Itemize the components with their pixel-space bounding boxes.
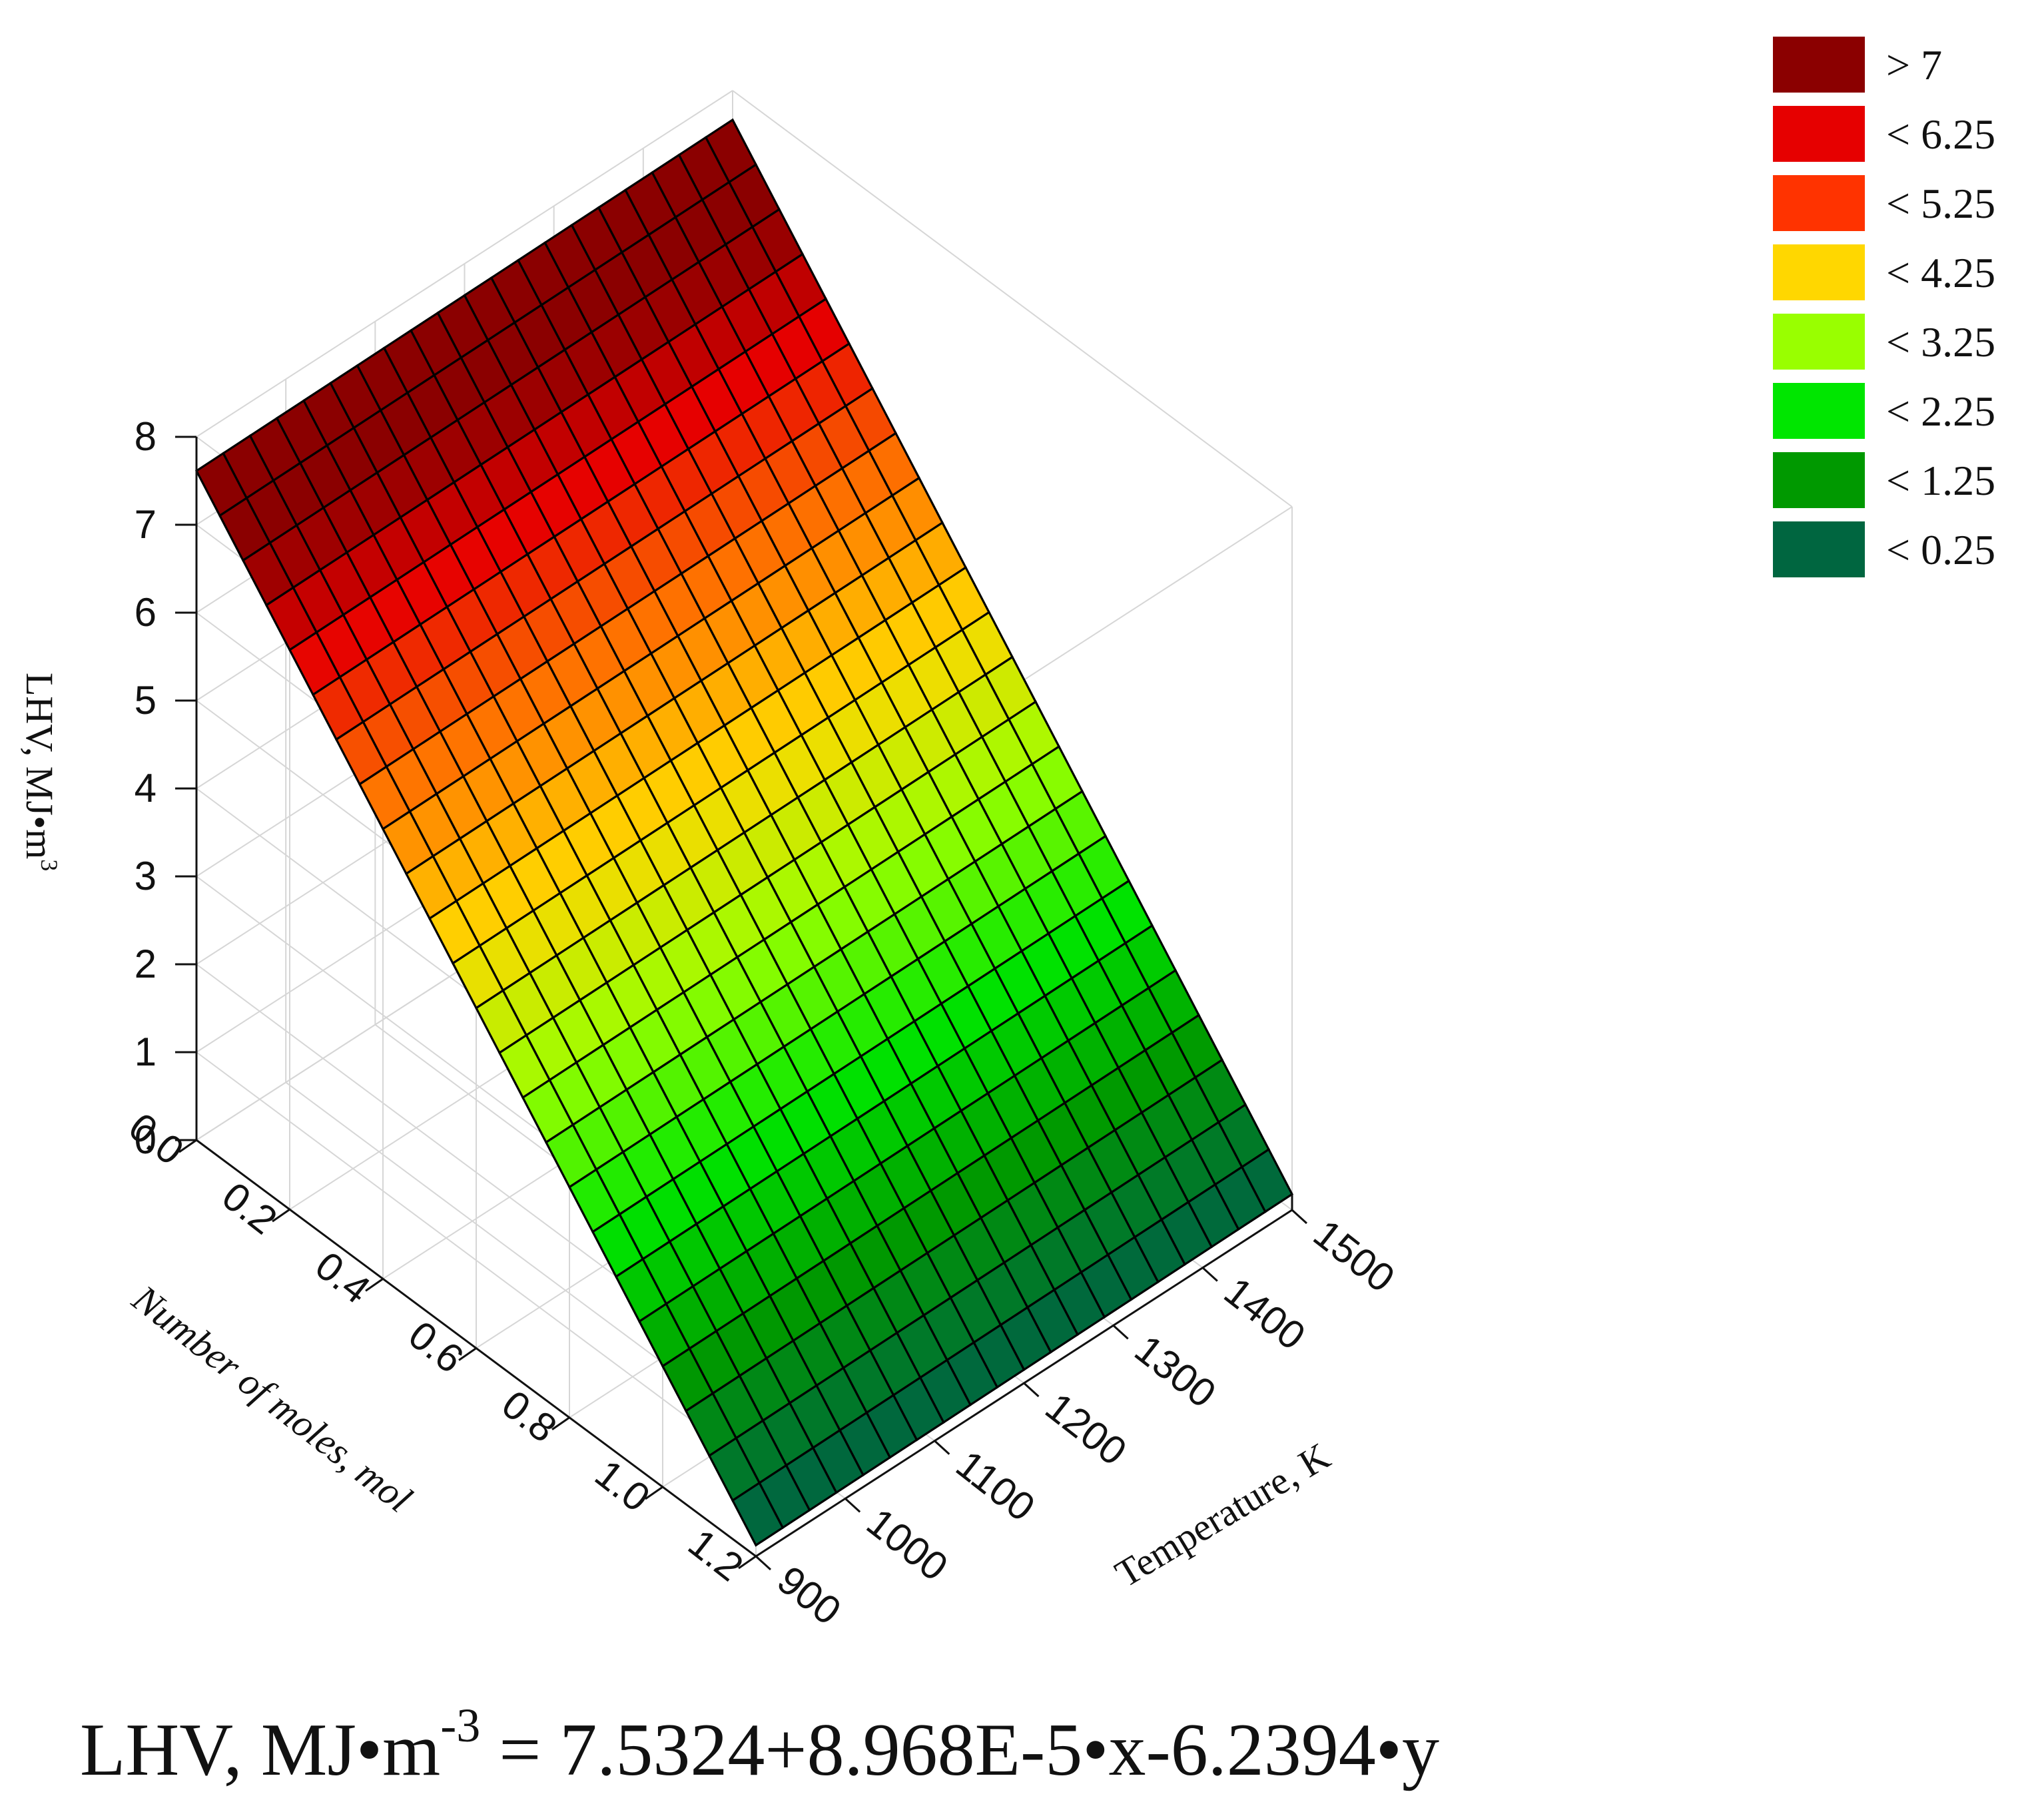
y-tick-label: 1.2 [680,1520,751,1590]
x-tick-label: 1000 [858,1500,956,1590]
x-tick-label: 1100 [948,1442,1043,1530]
x-tick-label: 1200 [1037,1384,1134,1474]
z-axis-title-superscript: 3 [36,859,63,871]
legend-label: < 5.25 [1886,180,1995,227]
x-tick-label: 1400 [1216,1269,1313,1359]
equation-superscript: -3 [440,1699,480,1752]
legend-label: < 4.25 [1886,249,1995,296]
y-tick-mark [178,1139,197,1153]
z-tick-label: 1 [135,1030,157,1074]
z-tick-label: 7 [135,502,157,547]
equation: LHV, MJ•m-3 = 7.5324+8.968E-5•x-6.2394•y [80,1699,1439,1791]
legend-swatch [1773,383,1865,439]
x-tick-mark [755,1555,772,1571]
z-tick-label: 5 [135,678,157,723]
legend-swatch [1773,37,1865,93]
y-tick-mark [738,1555,757,1570]
y-tick-mark [272,1208,290,1223]
x-tick-mark [934,1440,950,1455]
x-tick-label: 900 [769,1557,849,1633]
x-tick-mark [1201,1267,1218,1282]
y-tick-label: 0.0 [121,1104,192,1173]
legend-swatch [1773,452,1865,508]
x-tick-label: 1300 [1127,1327,1224,1416]
y-tick-mark [645,1486,663,1500]
legend-label: < 6.25 [1886,111,1995,158]
z-axis-ticks: 0 1 2 3 4 5 6 7 8 [135,414,196,1162]
x-tick-mark [1023,1382,1040,1398]
equation-prefix: LHV, MJ•m [80,1709,440,1791]
legend-label: < 3.25 [1886,318,1995,366]
z-tick-label: 8 [135,414,157,459]
y-tick-mark [458,1347,477,1361]
legend-swatch [1773,244,1865,300]
legend-label: < 1.25 [1886,457,1995,504]
y-tick-label: 1.0 [587,1451,658,1520]
y-tick-label: 0.4 [307,1243,378,1312]
z-axis-title: LHV, MJ•m3 [18,673,63,871]
legend-label: < 2.25 [1886,388,1995,435]
x-axis-title: Temperature, K [1108,1434,1337,1596]
legend: > 7 < 6.25 < 5.25 < 4.25 < 3.25 < 2.25 < 1.25 <… [1773,37,1995,577]
z-tick-label: 4 [135,766,157,810]
legend-swatch [1773,175,1865,231]
z-tick-label: 6 [135,590,157,635]
surface-plot [194,118,1294,1547]
box-edge [732,90,1293,507]
x-tick-label: 1500 [1305,1211,1403,1301]
x-tick-mark [1291,1209,1308,1225]
y-tick-mark [365,1278,384,1292]
y-tick-label: 0.6 [400,1313,472,1382]
z-tick-label: 2 [135,942,157,986]
surface-cell [731,1481,785,1547]
x-tick-mark [1112,1325,1129,1340]
legend-swatch [1773,314,1865,370]
y-tick-label: 0.8 [494,1382,565,1451]
y-tick-label: 0.2 [214,1173,285,1243]
y-tick-mark [551,1416,570,1430]
x-tick-mark [845,1498,861,1513]
z-tick-label: 3 [135,854,157,898]
legend-label: > 7 [1886,41,1942,89]
z-tick-label: 0 [135,1117,157,1162]
legend-label: < 0.25 [1886,526,1995,573]
equation-suffix: = 7.5324+8.968E-5•x-6.2394•y [480,1709,1439,1791]
y-axis-title: Number of moles, mol [124,1276,420,1520]
legend-swatch [1773,106,1865,162]
legend-swatch [1773,521,1865,577]
